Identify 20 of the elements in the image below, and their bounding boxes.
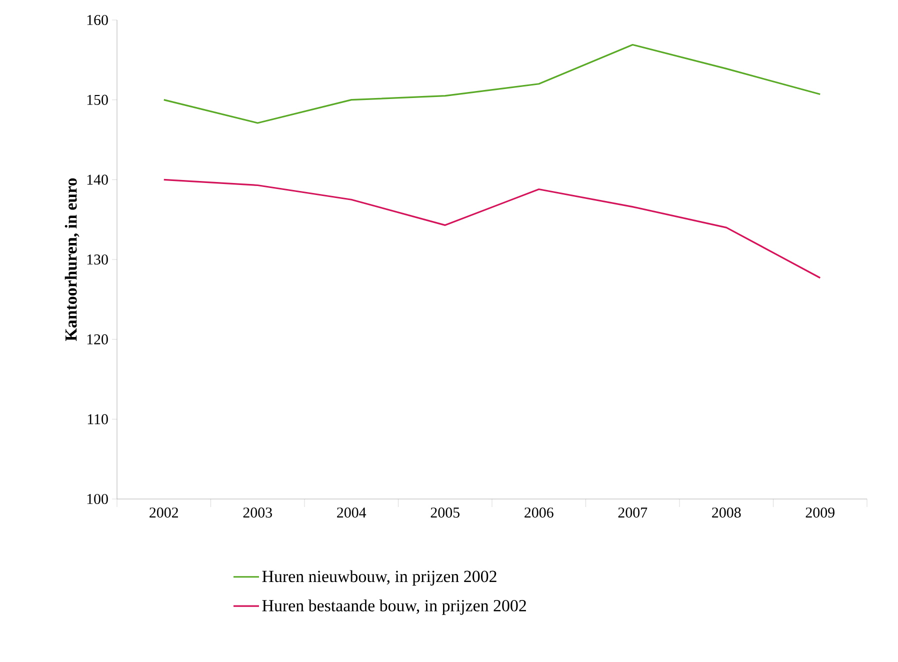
x-tick-label: 2005 <box>430 508 460 518</box>
x-tick-label: 2009 <box>806 508 834 518</box>
line-series <box>163 178 821 279</box>
y-axis-title: Kantoorhuren, in euro <box>64 178 80 341</box>
y-tick-label: 160 <box>87 14 108 26</box>
x-tick-label: 2007 <box>618 508 648 518</box>
x-tick-label: 2006 <box>524 508 554 518</box>
line-series <box>163 44 821 124</box>
y-tick-label: 110 <box>88 414 108 424</box>
x-tick-label: 2004 <box>337 508 366 518</box>
legend-label: Huren nieuwbouw, in prijzen 2002 <box>262 570 496 586</box>
y-tick-label: 100 <box>87 494 108 504</box>
x-tick-label: 2002 <box>150 508 178 518</box>
x-tick-label: 2003 <box>243 508 272 518</box>
y-tick-label: 140 <box>87 174 108 185</box>
y-tick-label: 130 <box>87 254 108 265</box>
legend-label: Huren bestaande bouw, in prijzen 2002 <box>262 599 526 615</box>
y-tick-label: 120 <box>87 334 108 344</box>
y-tick-label: 150 <box>87 94 108 105</box>
x-tick-label: 2008 <box>712 508 741 518</box>
